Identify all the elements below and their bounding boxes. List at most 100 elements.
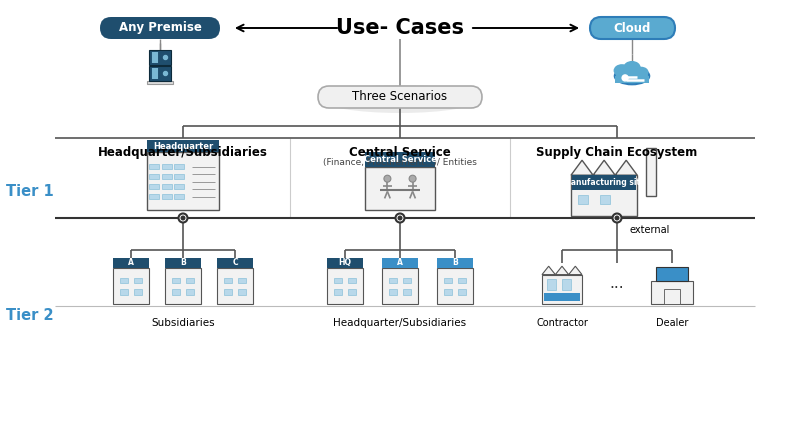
Bar <box>542 275 582 304</box>
Ellipse shape <box>320 85 480 113</box>
Text: B: B <box>452 259 458 268</box>
Bar <box>224 278 232 284</box>
Circle shape <box>163 55 167 59</box>
Text: Subsidiaries: Subsidiaries <box>151 318 215 328</box>
Bar <box>365 166 435 210</box>
Text: (Finance, Procurement...)/ Entities: (Finance, Procurement...)/ Entities <box>323 158 477 167</box>
Bar <box>134 278 142 284</box>
Text: Central Service: Central Service <box>349 146 451 159</box>
Bar <box>165 258 201 268</box>
Bar <box>664 289 680 304</box>
Bar <box>217 268 253 304</box>
Bar <box>444 278 452 284</box>
Bar <box>656 268 688 281</box>
Bar <box>403 278 411 284</box>
Text: Supply Chain Ecosystem: Supply Chain Ecosystem <box>536 146 698 159</box>
Bar <box>174 184 184 189</box>
Text: Three Scenarios: Three Scenarios <box>353 91 447 103</box>
Bar <box>174 194 184 199</box>
Bar <box>334 278 342 284</box>
Bar <box>149 66 171 81</box>
Bar <box>547 279 555 290</box>
Bar <box>578 195 589 204</box>
Bar <box>599 179 610 188</box>
Text: external: external <box>629 225 670 235</box>
Circle shape <box>395 214 405 223</box>
Text: Headquarter: Headquarter <box>153 142 213 151</box>
Polygon shape <box>571 160 638 175</box>
FancyBboxPatch shape <box>590 17 675 39</box>
Bar <box>572 175 636 190</box>
Text: HQ: HQ <box>338 259 351 268</box>
Bar <box>186 289 194 295</box>
Bar <box>113 258 149 268</box>
Bar <box>120 278 128 284</box>
Bar <box>651 281 693 304</box>
Bar <box>403 289 411 295</box>
Bar <box>162 164 172 169</box>
Bar <box>150 174 159 179</box>
Text: Headquarter/Subsidiaries: Headquarter/Subsidiaries <box>98 146 268 159</box>
Bar <box>172 289 180 295</box>
Bar <box>389 278 397 284</box>
Bar <box>174 164 184 169</box>
Bar <box>113 268 149 304</box>
Circle shape <box>178 214 187 223</box>
Bar <box>646 148 656 196</box>
Bar <box>165 268 201 304</box>
Ellipse shape <box>614 68 650 84</box>
Circle shape <box>163 71 167 75</box>
Circle shape <box>622 75 628 81</box>
Bar <box>544 293 580 301</box>
Bar <box>382 258 418 268</box>
Text: Headquarter/Subsidiaries: Headquarter/Subsidiaries <box>334 318 466 328</box>
Bar <box>162 194 172 199</box>
Text: Dealer: Dealer <box>656 318 688 328</box>
Bar <box>437 258 473 268</box>
Circle shape <box>384 175 391 182</box>
Bar <box>120 289 128 295</box>
FancyBboxPatch shape <box>318 86 482 108</box>
Polygon shape <box>542 266 582 275</box>
Circle shape <box>398 216 402 220</box>
Bar <box>147 140 219 152</box>
Bar <box>147 152 219 210</box>
Text: Cloud: Cloud <box>614 21 650 34</box>
Bar <box>458 278 466 284</box>
Bar <box>444 289 452 295</box>
Bar <box>578 179 589 188</box>
Bar <box>327 258 363 268</box>
Bar <box>458 289 466 295</box>
Bar <box>365 152 435 166</box>
Text: Tier 1: Tier 1 <box>6 185 54 199</box>
Bar <box>217 258 253 268</box>
Bar <box>348 278 356 284</box>
Text: ...: ... <box>610 276 624 290</box>
Circle shape <box>181 216 185 220</box>
Bar <box>174 174 184 179</box>
Text: A: A <box>128 259 134 268</box>
Bar <box>162 174 172 179</box>
Bar <box>224 289 232 295</box>
Bar <box>238 278 246 284</box>
Bar <box>150 194 159 199</box>
Text: Any Premise: Any Premise <box>118 21 202 34</box>
Bar <box>327 268 363 304</box>
Circle shape <box>615 216 619 220</box>
Text: Manufacturing site: Manufacturing site <box>563 178 646 187</box>
Bar <box>599 195 610 204</box>
Bar <box>172 278 180 284</box>
FancyBboxPatch shape <box>100 17 220 39</box>
Bar <box>334 289 342 295</box>
Ellipse shape <box>614 64 630 77</box>
Text: Tier 2: Tier 2 <box>6 309 54 323</box>
Bar <box>150 164 159 169</box>
Bar <box>348 289 356 295</box>
Bar <box>382 268 418 304</box>
Text: Contractor: Contractor <box>536 318 588 328</box>
Text: C: C <box>232 259 238 268</box>
Ellipse shape <box>634 67 649 78</box>
Ellipse shape <box>623 61 641 74</box>
Bar <box>571 175 638 216</box>
Bar <box>562 279 570 290</box>
